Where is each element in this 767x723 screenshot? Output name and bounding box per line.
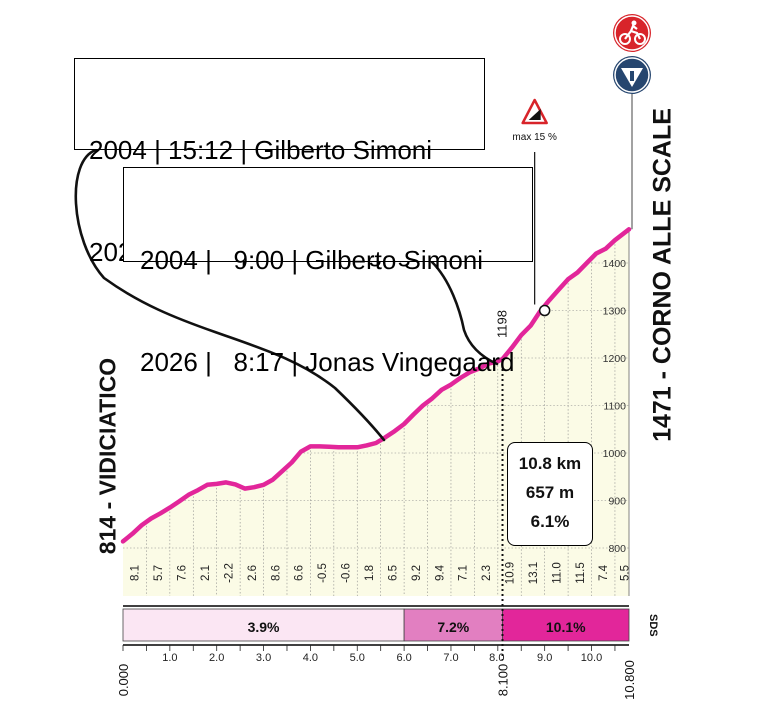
sector-bar (403, 608, 503, 642)
y-tick-label: 800 (608, 543, 626, 555)
gradient-label: 2.6 (247, 565, 259, 581)
x-tick-label: 9.0 (537, 652, 552, 664)
km-mark-label: 8.100 (496, 664, 511, 697)
gradient-label: 8.1 (130, 565, 142, 581)
x-tick-label: 8.0 (489, 652, 504, 664)
y-tick-label: 1000 (603, 448, 627, 460)
sector-bar (122, 608, 405, 642)
cyclist-icon (613, 14, 651, 52)
marker-layer: 1198 max 15 % (495, 94, 633, 660)
y-tick-label: 900 (608, 496, 626, 508)
annotation-line: 2004 | 9:00 | Gilberto Simoni (140, 245, 484, 275)
gradient-label: 10.9 (505, 562, 517, 584)
sector-label: 10.1% (546, 619, 586, 635)
sector-label: 3.9% (248, 619, 280, 635)
x-tick-label: 3.0 (256, 652, 271, 664)
x-tick-label: 2.0 (209, 652, 224, 664)
annotation-arrows-layer (74, 148, 499, 442)
gradient-label: 13.1 (528, 562, 540, 584)
climb-arrow-icon (613, 56, 651, 94)
x-tick-label: 10.0 (581, 652, 602, 664)
gradient-label: 11.5 (575, 562, 587, 584)
gradient-label: 5.7 (153, 565, 165, 581)
summary-gain: 657 m (525, 483, 575, 502)
y-tick-label: 1400 (603, 258, 627, 270)
gradient-label: 5.5 (619, 565, 631, 581)
sector-label: 7.2% (437, 619, 469, 635)
sector-bar-layer: 3.9% 7.2% 10.1% SDS (122, 605, 659, 646)
gradient-label: 7.4 (598, 564, 610, 581)
annotation-arrow (430, 260, 499, 366)
sector-bar (502, 608, 630, 642)
summary-gradient: 6.1% (530, 512, 570, 531)
km-mark-label: 10.800 (622, 660, 637, 700)
x-tick-label: 7.0 (443, 652, 458, 664)
y-tick-label: 1300 (603, 306, 627, 318)
gradient-label: 11.0 (551, 562, 563, 584)
x-axis-layer: 1.0 2.0 3.0 4.0 5.0 6.0 7.0 9.0 10.0 8.0 0.000 8.10… (116, 645, 637, 700)
annotation-line: 2004 | 15:12 | Gilberto Simoni (89, 135, 433, 165)
gradient-label: -0.6 (341, 563, 353, 583)
summary-distance: 10.8 km (518, 454, 582, 473)
start-label: 814 - VIDICIATICO (94, 357, 121, 555)
intermediate-elevation-label: 1198 (495, 310, 510, 338)
gradient-label: -2.2 (223, 563, 235, 583)
annotation-box-mid: 2004 | 9:00 | Gilberto Simoni 2026 | 8:1… (123, 167, 533, 377)
finish-label: 1471 - CORNO ALLE SCALE (648, 108, 677, 442)
climb-summary-box: 10.8 km 657 m 6.1% (507, 442, 593, 546)
x-tick-label: 6.0 (396, 652, 411, 664)
annotation-arrow (74, 148, 386, 442)
gradient-label: 7.1 (458, 565, 470, 581)
annotation-box-top: 2004 | 15:12 | Gilberto Simoni 2026 | 14… (74, 58, 485, 267)
gradient-label: -0.5 (317, 563, 329, 583)
gradient-label: 9.2 (411, 565, 423, 581)
y-tick-label: 1100 (603, 401, 626, 413)
y-tick-label: 1200 (603, 353, 627, 365)
gradient-label: 2.1 (200, 565, 212, 581)
gradient-label: 9.4 (434, 564, 446, 581)
x-tick-label: 1.0 (162, 652, 177, 664)
gradient-label: 7.6 (177, 565, 189, 581)
gradient-label: 2.3 (481, 565, 493, 581)
x-tick-label: 5.0 (350, 652, 365, 664)
max-gradient-point (538, 304, 551, 317)
steep-warning-glyph (528, 109, 541, 120)
gradient-label: 6.6 (294, 565, 306, 581)
y-axis-layer: 800 900 1000 1100 1200 1300 1400 (603, 229, 630, 596)
gradient-label: 8.6 (270, 565, 282, 581)
max-gradient-label: max 15 % (512, 132, 557, 143)
km-mark-label: 0.000 (116, 664, 131, 697)
gradient-labels-layer: 8.1 5.7 7.6 2.1 -2.2 2.6 8.6 6.6 -0.5 -0.6 1.8 6.5 9… (130, 562, 632, 584)
steep-warning-icon (521, 98, 548, 125)
sds-label: SDS (647, 614, 659, 637)
gradient-label: 1.8 (364, 565, 376, 581)
annotation-line: 2026 | 8:17 | Jonas Vingegaard (140, 347, 515, 377)
x-tick-label: 4.0 (303, 652, 318, 664)
gradient-label: 6.5 (387, 565, 399, 581)
